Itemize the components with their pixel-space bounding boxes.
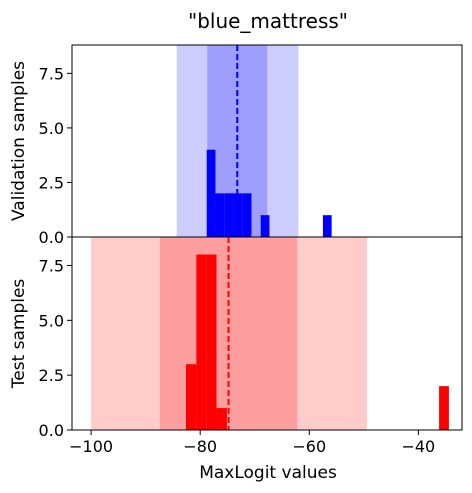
validation-bar-3 — [233, 193, 243, 237]
validation-y-axis-label: Validation samples — [9, 61, 29, 221]
validation-bar-4 — [242, 193, 252, 237]
test-y-tick-label-1: 2.5 — [39, 366, 64, 385]
test-y-tick-label-0: 0.0 — [39, 421, 64, 440]
x-tick-label-0: −100 — [69, 437, 113, 456]
validation-y-tick-label-3: 7.5 — [39, 64, 64, 83]
x-tick-label-1: −80 — [183, 437, 217, 456]
validation-y-tick-label-2: 5.0 — [39, 119, 64, 138]
test-bar-0 — [186, 364, 197, 430]
x-axis-label: MaxLogit values — [199, 463, 337, 483]
validation-panel: 0.0 2.5 5.0 7.5 — [39, 44, 463, 247]
validation-y-tick-label-0: 0.0 — [39, 228, 64, 247]
validation-bar-6 — [322, 215, 332, 237]
test-y-tick-label-3: 7.5 — [39, 257, 64, 276]
x-tick-label-2: −60 — [292, 437, 326, 456]
validation-bar-0 — [206, 149, 216, 237]
x-tick-label-3: −40 — [401, 437, 435, 456]
test-bar-4 — [439, 386, 449, 430]
test-bar-2 — [206, 254, 217, 430]
validation-bar-5 — [260, 215, 270, 237]
test-y-axis-label: Test samples — [9, 279, 29, 390]
test-bar-1 — [196, 254, 207, 430]
test-bar-3 — [216, 408, 227, 430]
validation-y-tick-label-1: 2.5 — [39, 173, 64, 192]
validation-bar-1 — [215, 193, 225, 237]
test-axes-frame — [71, 236, 463, 431]
test-y-tick-label-2: 5.0 — [39, 311, 64, 330]
validation-bar-2 — [224, 193, 234, 237]
test-panel: 0.0 2.5 5.0 7.5 −100 −80 −60 −40 — [39, 236, 463, 456]
chart-title: "blue_mattress" — [188, 9, 348, 33]
